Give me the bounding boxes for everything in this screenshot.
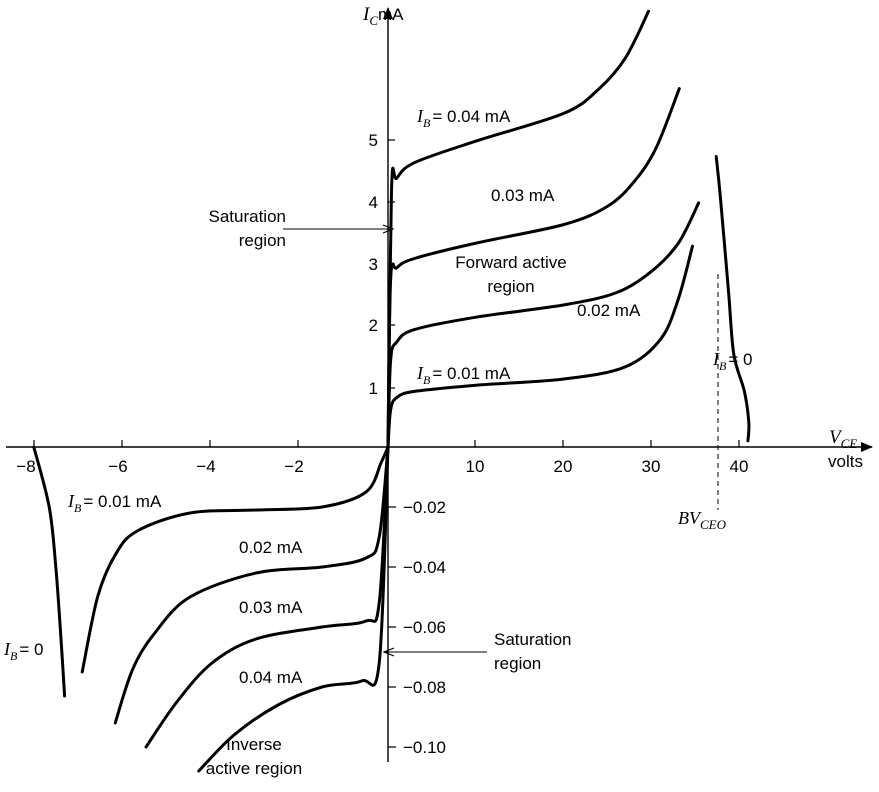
x-tick-label: −2 [284, 457, 303, 476]
y-tick-label: −0.04 [403, 558, 446, 577]
inverse-active-label-2: active region [206, 759, 302, 778]
saturation-forward-label-2: region [239, 231, 286, 250]
curve-inverse-9 [197, 445, 390, 773]
label-ib-0-inverse: IB = 0 [3, 639, 43, 663]
label-ib-004: IB = 0.04 mA [416, 106, 511, 130]
curve-forward-1 [386, 244, 694, 449]
saturation-inverse-label: Saturation [494, 630, 572, 649]
label-ib-001: IB = 0.01 mA [416, 363, 511, 387]
y-tick-label: 2 [369, 316, 378, 335]
y-tick-label: 5 [369, 131, 378, 150]
saturation-forward-label: Saturation [209, 207, 287, 226]
y-axis-title: ICmA [362, 4, 404, 28]
y-tick-label: −0.02 [403, 498, 446, 517]
curves [32, 9, 751, 773]
y-tick-label: 1 [369, 379, 378, 398]
x-ticks [33, 440, 740, 447]
curve-forward-5 [714, 155, 751, 443]
y-tick-label: 4 [369, 193, 378, 212]
curve-forward-4 [386, 9, 650, 449]
x-tick-label: −4 [196, 457, 215, 476]
saturation-inverse-label-2: region [494, 654, 541, 673]
x-tick-label: 20 [554, 457, 573, 476]
x-tick-labels: 10 20 30 40 −8 −6 −4 −2 [16, 457, 748, 476]
y-tick-label: 3 [369, 255, 378, 274]
x-axis-title: VCE [829, 427, 857, 451]
forward-active-label: Forward active [455, 253, 566, 272]
x-axis-unit: volts [828, 452, 863, 471]
label-002-forward: 0.02 mA [577, 301, 641, 320]
label-ib-0-forward: IB = 0 [712, 349, 752, 373]
label-003-inverse: 0.03 mA [239, 598, 303, 617]
y-tick-label: −0.08 [403, 678, 446, 697]
curve-inverse-7 [113, 445, 390, 725]
y-tick-label: −0.10 [403, 738, 446, 757]
curve-inverse-10 [32, 445, 67, 698]
inverse-active-label: Inverse [226, 735, 282, 754]
y-tick-labels: 1 2 3 4 5 −0.02 −0.04 −0.06 −0.08 −0.10 [369, 131, 446, 757]
bv-ceo-label: BVCEO [678, 508, 727, 532]
x-tick-label: 10 [466, 457, 485, 476]
forward-active-label-2: region [487, 277, 534, 296]
x-tick-label: 30 [642, 457, 661, 476]
curve-inverse-8 [144, 445, 390, 749]
x-tick-label: −8 [16, 457, 35, 476]
label-ib-001-inverse: IB = 0.01 mA [67, 491, 162, 515]
x-tick-label: 40 [730, 457, 749, 476]
y-tick-label: −0.06 [403, 618, 446, 637]
x-tick-label: −6 [108, 457, 127, 476]
label-004-inverse: 0.04 mA [239, 668, 303, 687]
curve-inverse-6 [80, 445, 390, 674]
label-002-inverse: 0.02 mA [239, 538, 303, 557]
curve-forward-2 [386, 201, 701, 449]
label-003-forward: 0.03 mA [491, 186, 555, 205]
